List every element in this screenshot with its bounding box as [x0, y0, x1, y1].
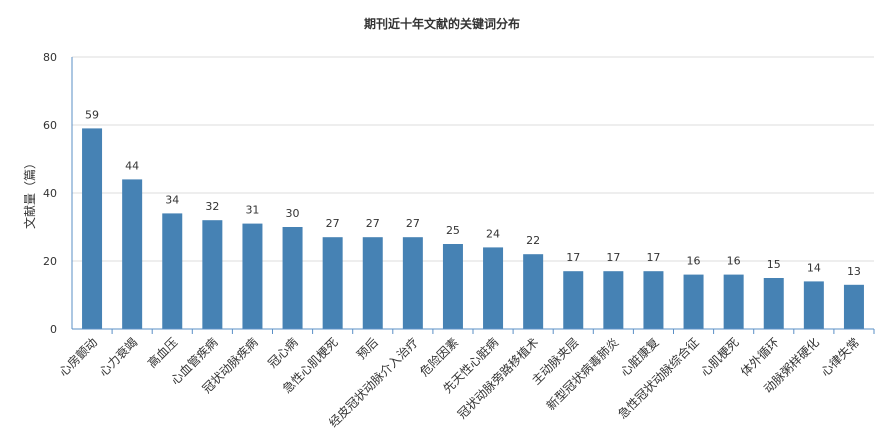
x-tick-label: 心律失常 — [818, 335, 863, 380]
data-label: 27 — [366, 217, 380, 230]
bar — [723, 274, 744, 329]
data-label: 15 — [767, 258, 781, 271]
data-label: 22 — [526, 234, 540, 247]
data-label: 24 — [486, 227, 500, 240]
data-label: 34 — [165, 193, 179, 206]
data-label: 59 — [85, 108, 99, 121]
bar — [162, 213, 183, 329]
data-label: 14 — [807, 261, 821, 274]
data-label: 16 — [687, 255, 701, 268]
data-label: 30 — [286, 207, 300, 220]
bar — [683, 274, 704, 329]
bar — [122, 179, 143, 329]
bar — [402, 237, 423, 329]
bar — [603, 271, 624, 329]
y-axis-label: 文献量（篇） — [22, 157, 37, 229]
y-tick-label: 60 — [43, 119, 57, 132]
bar — [82, 128, 103, 329]
chart-title: 期刊近十年文献的关键词分布 — [364, 16, 520, 31]
data-labels: 59 44 34 32 31 30 27 27 27 25 24 22 17 17 17 16 16 15 14 13 — [85, 108, 861, 277]
bar — [563, 271, 584, 329]
x-tick-label: 心肌梗死 — [697, 335, 742, 380]
bar — [843, 284, 864, 329]
bar — [643, 271, 664, 329]
x-tick-label: 新型冠状病毒肺炎 — [543, 335, 621, 413]
bar — [483, 247, 504, 329]
data-label: 27 — [326, 217, 340, 230]
bar — [322, 237, 343, 329]
bar — [362, 237, 383, 329]
x-tick-label: 高血压 — [144, 335, 180, 371]
data-label: 17 — [606, 251, 620, 264]
data-label: 16 — [727, 255, 741, 268]
bar — [282, 227, 303, 329]
bar — [242, 223, 263, 329]
y-tick-label: 80 — [43, 51, 57, 64]
data-label: 32 — [205, 200, 219, 213]
y-tick-label: 0 — [50, 323, 57, 336]
x-tick-label: 冠心病 — [265, 335, 301, 371]
y-tick-label: 20 — [43, 255, 57, 268]
data-label: 31 — [245, 204, 259, 217]
bars — [82, 128, 864, 329]
x-tick-label: 预后 — [354, 335, 381, 362]
x-tick-label: 心力衰竭 — [96, 335, 141, 380]
y-tick-label: 40 — [43, 187, 57, 200]
data-label: 13 — [847, 265, 861, 278]
data-label: 44 — [125, 159, 139, 172]
bar — [803, 281, 824, 329]
data-label: 25 — [446, 224, 460, 237]
x-tick-label: 心房颤动 — [56, 335, 101, 380]
data-label: 17 — [566, 251, 580, 264]
bar — [523, 254, 544, 329]
y-axis-ticks: 0 20 40 60 80 — [43, 51, 57, 336]
bar — [763, 278, 784, 329]
bar — [202, 220, 223, 329]
data-label: 27 — [406, 217, 420, 230]
grid-lines — [72, 56, 874, 262]
bar — [442, 244, 463, 329]
data-label: 17 — [646, 251, 660, 264]
